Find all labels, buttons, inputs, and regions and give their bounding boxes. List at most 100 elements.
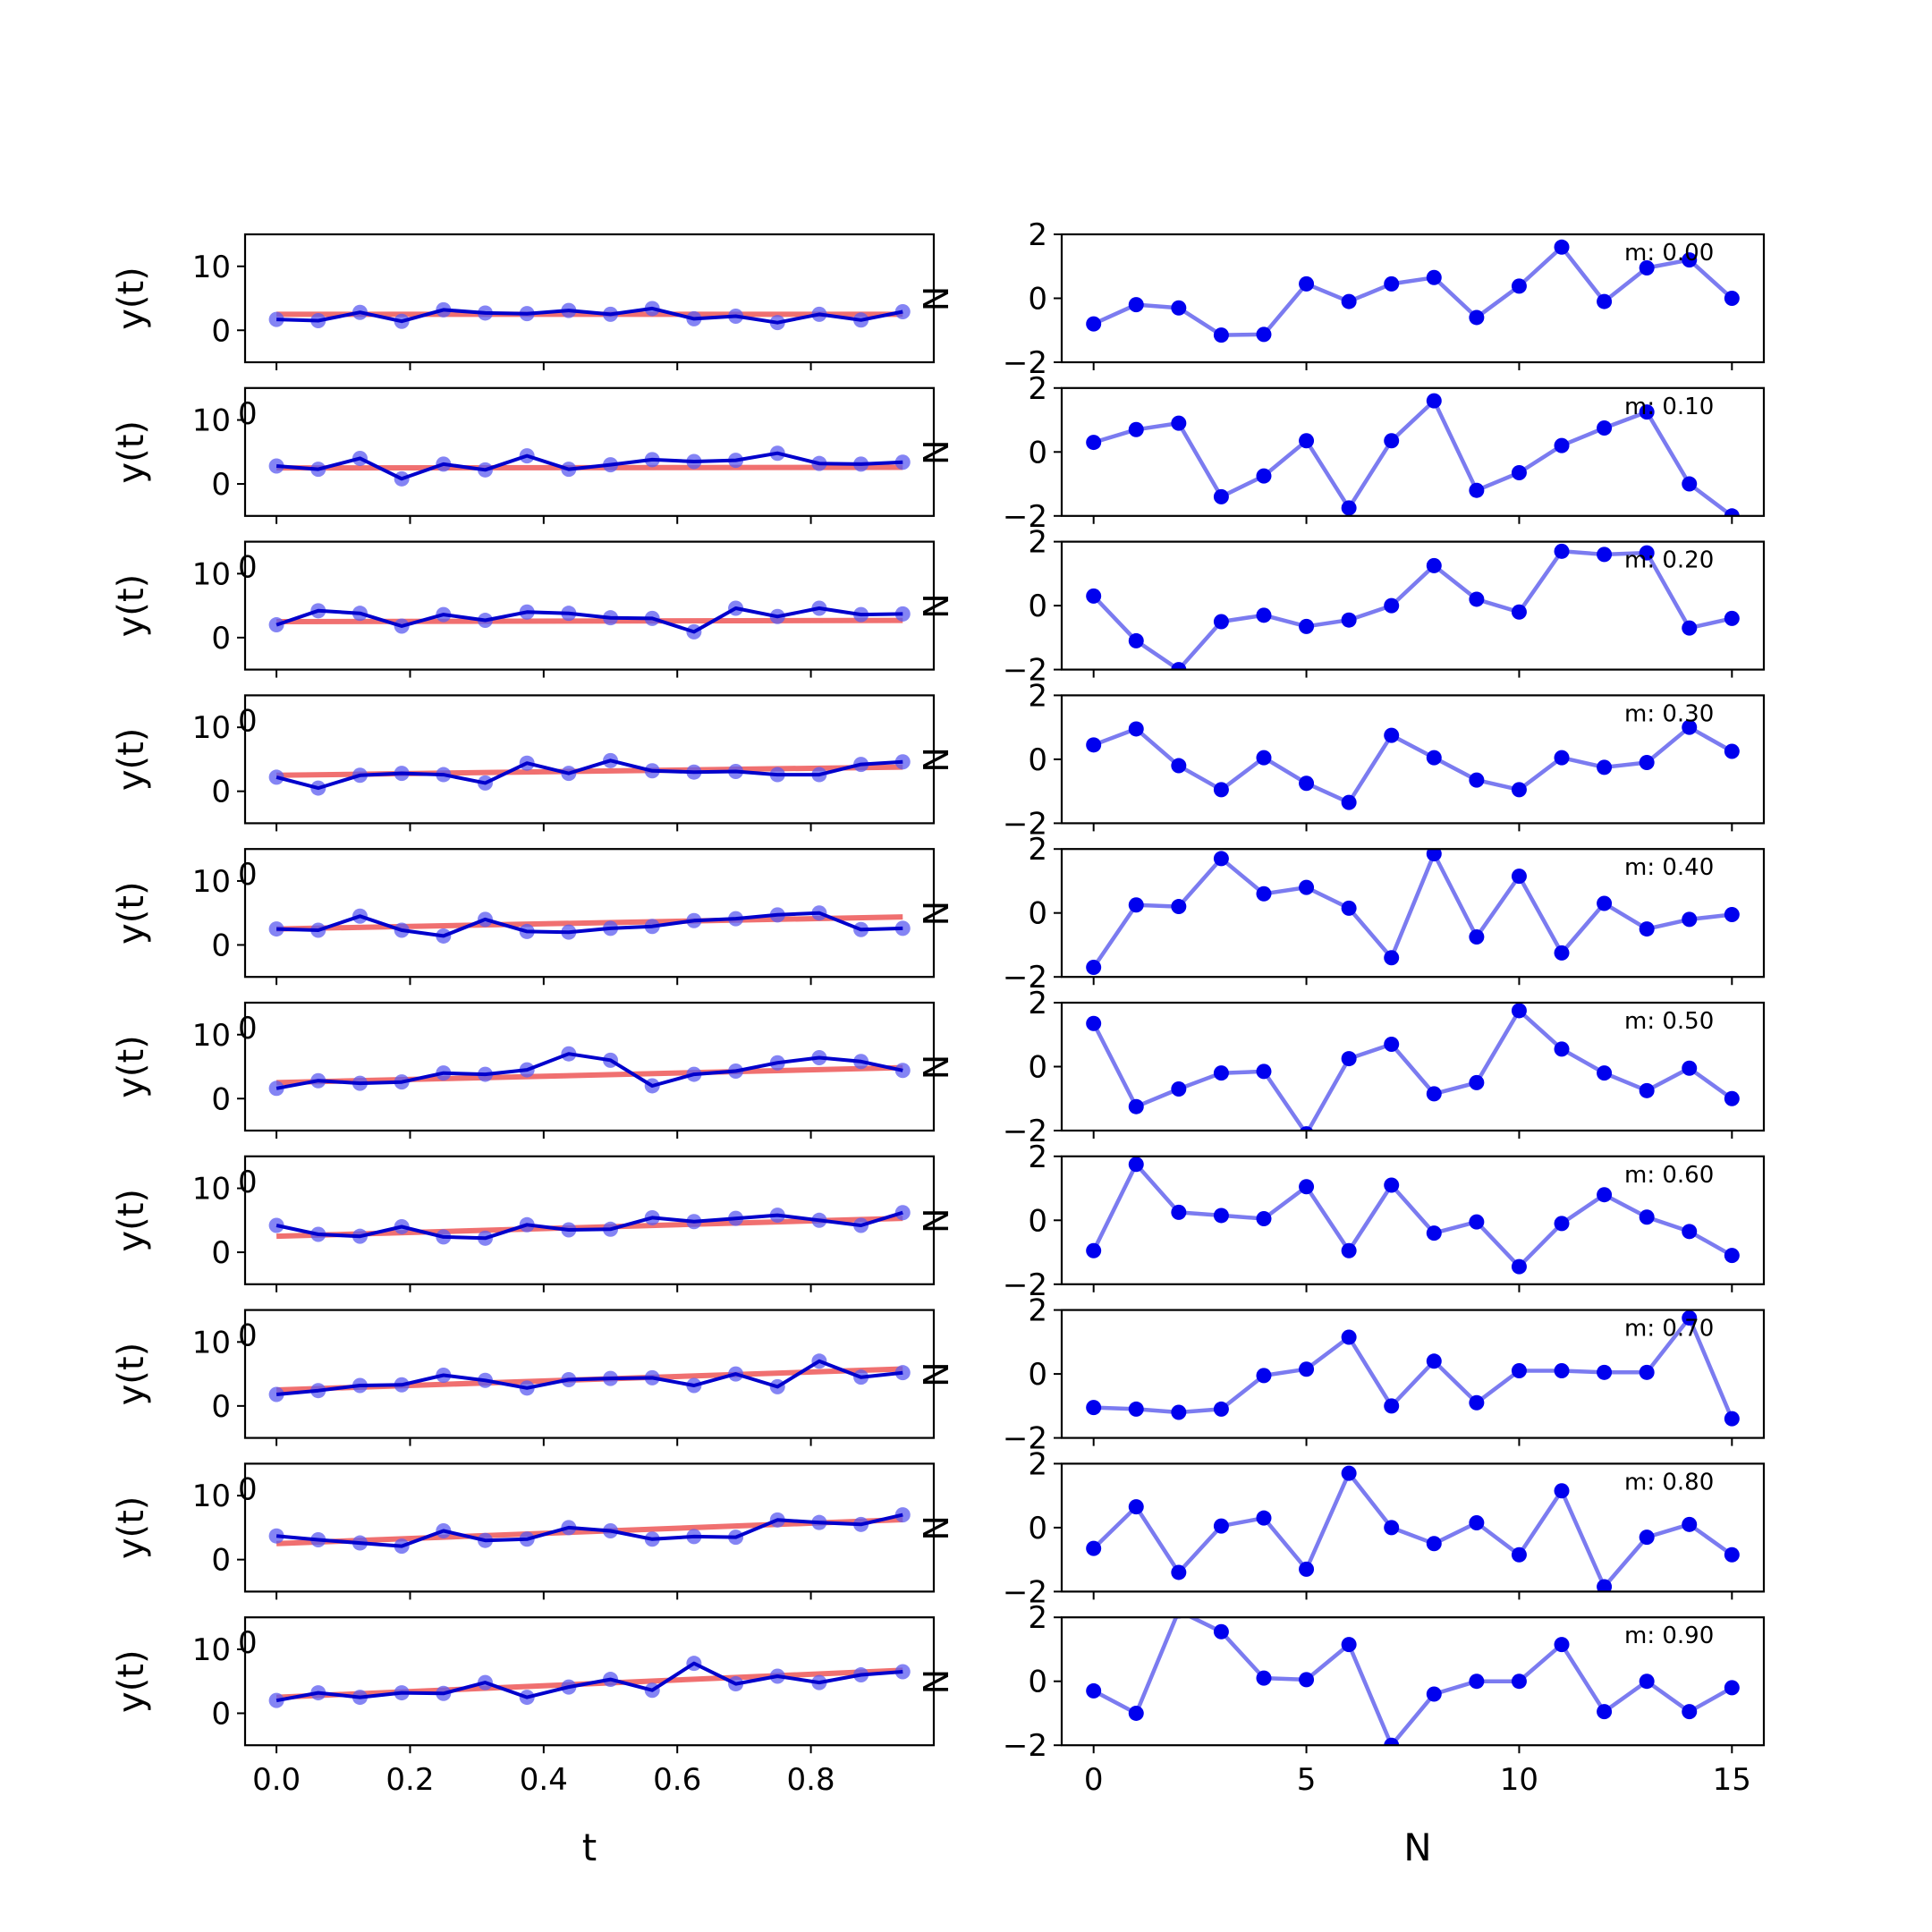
noise-point	[1213, 1623, 1229, 1640]
noise-point	[1299, 275, 1315, 292]
noise-point	[1426, 557, 1442, 573]
noise-point	[1511, 1003, 1527, 1019]
right-y-tick-label: 2	[1028, 1600, 1047, 1636]
left-panel-frame	[243, 1462, 936, 1593]
noise-point	[1469, 929, 1485, 945]
noise-point	[1682, 1516, 1698, 1532]
noise-point	[1128, 297, 1144, 313]
right-y-tick-label: −2	[1003, 499, 1047, 535]
noise-point	[1682, 911, 1698, 928]
right-panel-0: m: 0.00 −2 0 2	[1003, 217, 1766, 381]
noise-point	[1724, 610, 1740, 626]
noise-point	[1384, 727, 1400, 743]
right-panel-6: m: 0.60 −2 0 2	[1003, 1140, 1766, 1303]
noise-point	[1213, 1518, 1229, 1534]
noise-line	[1092, 549, 1733, 670]
noise-point	[1341, 293, 1357, 309]
data-line	[275, 1052, 903, 1090]
left-y-axis-label: y(t)	[111, 267, 152, 330]
noise-point	[1128, 1499, 1144, 1515]
noise-line	[1091, 1162, 1733, 1269]
noise-point	[1128, 1098, 1144, 1114]
noise-point	[1256, 1510, 1272, 1526]
left-y-axis-label: y(t)	[111, 1189, 152, 1252]
noise-point	[1256, 607, 1272, 623]
right-panel-plot-area	[1086, 1465, 1740, 1592]
left-y-tick-label: 0	[211, 313, 231, 349]
left-y-tick-label: 0	[211, 1696, 231, 1732]
noise-point	[1086, 1682, 1102, 1699]
noise-point	[1469, 591, 1485, 607]
left-y-axis-label: y(t)	[111, 728, 152, 792]
right-panel-plot-area	[1086, 543, 1740, 670]
left-y-axis-label: y(t)	[111, 881, 152, 945]
noise-point	[1341, 1465, 1357, 1481]
right-y-tick-label: 0	[1028, 1203, 1047, 1239]
noise-point	[1597, 1065, 1613, 1081]
panel-m-label: m: 0.70	[1624, 1316, 1714, 1343]
noise-point	[1724, 1411, 1740, 1427]
noise-point	[1426, 1686, 1442, 1702]
left-panel-frame	[243, 540, 936, 671]
data-line	[275, 1210, 903, 1241]
noise-point	[1469, 772, 1485, 788]
data-line	[275, 1513, 903, 1548]
right-panel-plot-area	[1086, 239, 1740, 343]
noise-point	[1256, 1670, 1272, 1686]
right-panel-7: m: 0.70 −2 0 2	[1003, 1293, 1766, 1457]
noise-point	[1213, 851, 1229, 867]
left-right-spine-label: N	[917, 1669, 956, 1694]
noise-point	[1426, 1225, 1442, 1241]
right-panel-plot-area	[1086, 849, 1740, 975]
noise-point	[1469, 1674, 1485, 1690]
noise-point	[1341, 1242, 1357, 1258]
left-right-spine-label: N	[917, 286, 956, 311]
noise-point	[1299, 775, 1315, 792]
left-y-tick-label: 10	[192, 864, 231, 900]
left-panel-0: 0 10 y(t) N	[111, 233, 956, 370]
noise-point	[1086, 1015, 1102, 1031]
left-y-tick-label: 0	[211, 928, 231, 963]
right-y-tick-label: −2	[1003, 1114, 1047, 1149]
right-y-tick-label: −2	[1003, 1728, 1047, 1764]
noise-point	[1171, 899, 1187, 915]
left-panel-frame	[243, 1001, 936, 1132]
noise-point	[1511, 1546, 1527, 1563]
left-y-tick-label: 10	[192, 403, 231, 439]
right-panel-8: m: 0.80 −2 0 2	[1003, 1446, 1766, 1610]
noise-point	[1724, 906, 1740, 922]
noise-point	[1086, 1400, 1102, 1416]
left-panel-plot-area	[268, 1507, 911, 1555]
noise-point	[1341, 900, 1357, 916]
left-panel-frame	[243, 233, 936, 364]
right-y-tick-label: 0	[1028, 435, 1047, 470]
noise-point	[1213, 1065, 1229, 1081]
noise-point	[1086, 959, 1102, 975]
left-right-spine-label: N	[917, 747, 956, 772]
noise-point	[1171, 415, 1187, 431]
left-panel-plot-area	[268, 445, 911, 487]
right-y-tick-label: 0	[1028, 896, 1047, 932]
right-y-tick-label: −2	[1003, 1574, 1047, 1610]
noise-point	[1256, 1063, 1272, 1080]
noise-point	[1511, 604, 1527, 620]
noise-point	[1682, 1704, 1698, 1720]
left-panel-frame	[243, 848, 936, 979]
right-y-tick-label: 2	[1028, 1140, 1047, 1175]
right-panel-4: m: 0.40 −2 0 2	[1003, 832, 1766, 996]
right-y-tick-label: 2	[1028, 678, 1047, 714]
left-y-tick-label: 0	[211, 1235, 231, 1271]
noise-point	[1639, 1364, 1655, 1380]
noise-point	[1724, 743, 1740, 759]
left-panel-hidden-label: 0	[238, 1165, 258, 1200]
panel-m-label: m: 0.40	[1624, 854, 1714, 881]
noise-point	[1682, 1060, 1698, 1076]
left-x-tick-label: 0.4	[520, 1762, 568, 1798]
left-y-tick-label: 10	[192, 1325, 231, 1360]
data-line	[275, 1359, 903, 1396]
noise-point	[1639, 404, 1655, 420]
